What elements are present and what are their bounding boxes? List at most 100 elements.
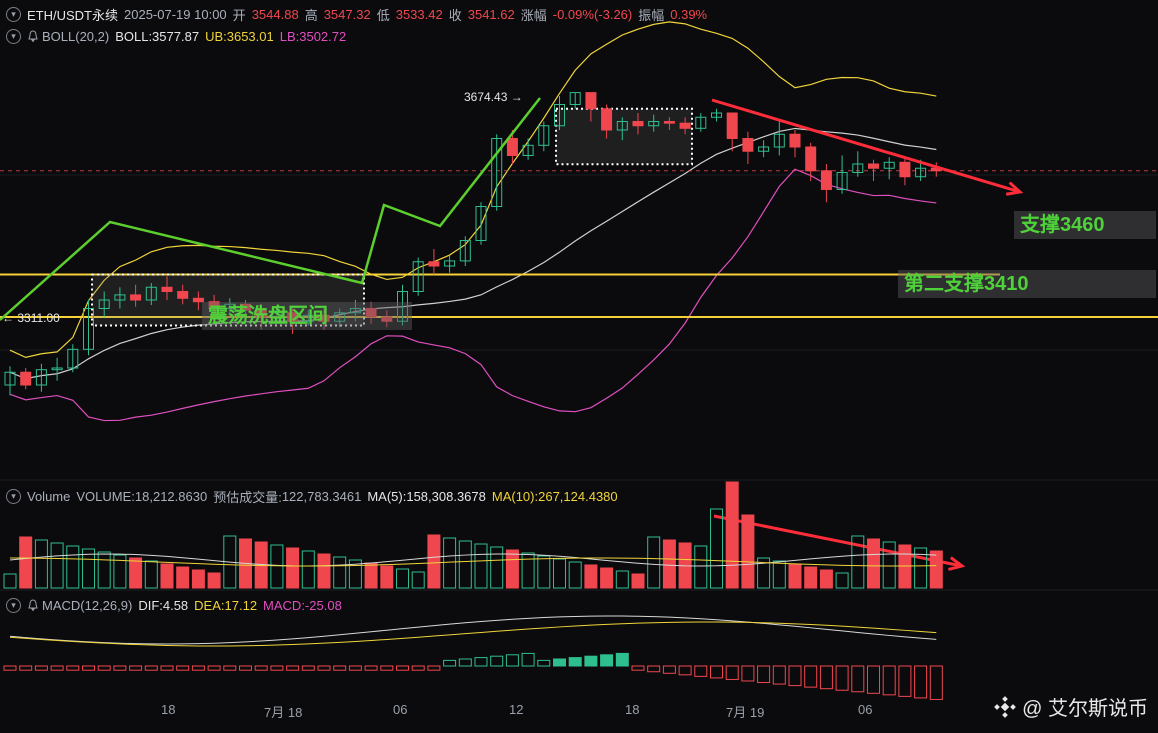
volume-ma10-line xyxy=(9,557,937,567)
support1-label: 支撑3460 xyxy=(1014,211,1156,239)
candle-body xyxy=(491,138,503,207)
volume-bar xyxy=(34,539,48,589)
candle-body xyxy=(459,240,471,262)
alert-bell-icon[interactable] xyxy=(27,30,39,42)
candle-body xyxy=(711,112,722,118)
chevron-down-icon[interactable]: ▾ xyxy=(6,488,21,504)
boll-ub-line xyxy=(9,21,937,359)
macd-bar xyxy=(113,665,127,671)
xaxis-tick: 12 xyxy=(509,702,524,717)
macd-bar xyxy=(537,659,551,667)
volume-bar xyxy=(757,557,771,589)
candle-body xyxy=(554,104,565,127)
macd-bar xyxy=(788,665,802,687)
volume-bar xyxy=(725,481,739,589)
price-down-arrow xyxy=(711,98,1021,194)
chevron-down-icon[interactable]: ▾ xyxy=(6,28,21,44)
candle-body xyxy=(663,121,675,124)
volume-bar xyxy=(160,563,174,589)
volume-bar xyxy=(286,547,300,589)
volume-bar xyxy=(144,560,158,589)
candle-body xyxy=(506,138,518,156)
low-value: 3533.42 xyxy=(395,6,443,22)
alert-bell-icon[interactable] xyxy=(27,599,39,611)
candle-body xyxy=(538,125,550,146)
volume-bar xyxy=(631,573,645,589)
volume-bar xyxy=(411,571,425,589)
trend-zigzag xyxy=(0,97,541,321)
volume-bar xyxy=(207,572,221,589)
macd-bar xyxy=(584,655,598,667)
macd-bar xyxy=(97,665,111,671)
volume-bar xyxy=(82,548,95,589)
macd-value: MACD:-25.08 xyxy=(263,597,342,613)
macd-bar xyxy=(631,665,645,671)
high-value: 3547.32 xyxy=(323,6,371,22)
candle-body xyxy=(789,133,801,148)
macd-bar xyxy=(819,665,833,690)
boll-lb-line xyxy=(9,168,937,422)
macd-bar xyxy=(270,665,284,671)
boll-indicator-label[interactable]: BOLL(20,2) xyxy=(42,28,110,44)
volume-bar xyxy=(505,549,519,589)
range-label: 震荡洗盘区间 xyxy=(202,302,412,330)
candle-body xyxy=(428,261,440,267)
macd-bar xyxy=(19,665,33,671)
macd-bar xyxy=(662,665,676,674)
macd-bar xyxy=(333,665,347,671)
low-label: 低 xyxy=(376,7,390,23)
macd-dea-line xyxy=(9,621,937,647)
low-price-text: 3311.00 xyxy=(17,311,60,325)
candle-body xyxy=(397,291,408,322)
symbol-label[interactable]: ETH/USDT永续 xyxy=(27,7,119,23)
low-price-tag: ← 3311.00 xyxy=(2,311,60,325)
volume-down-arrow-head xyxy=(948,556,966,571)
volume-bar xyxy=(301,550,315,589)
volume-bar xyxy=(474,543,488,589)
volume-bar xyxy=(129,557,143,589)
candle-body xyxy=(852,163,864,173)
candle-body xyxy=(585,92,597,110)
macd-bar xyxy=(3,665,17,671)
volume-bar xyxy=(364,562,378,589)
volume-value: VOLUME:18,212.8630 xyxy=(76,488,208,504)
volume-bar xyxy=(882,541,896,589)
price-down-arrow-head xyxy=(1005,181,1024,196)
macd-indicator-label[interactable]: MACD(12,26,9) xyxy=(42,597,133,613)
macd-bar xyxy=(929,665,943,700)
macd-bar xyxy=(380,665,394,671)
macd-bar xyxy=(757,665,771,684)
chevron-down-icon[interactable]: ▾ xyxy=(6,597,21,613)
candle-body xyxy=(820,170,832,191)
macd-bar xyxy=(207,665,221,671)
candle-body xyxy=(522,144,534,157)
candle-body xyxy=(177,291,189,299)
macd-bar xyxy=(882,665,896,696)
macd-bar xyxy=(772,665,786,685)
macd-bar xyxy=(458,658,472,667)
macd-bar xyxy=(804,665,818,688)
volume-bar xyxy=(647,536,661,589)
macd-bar xyxy=(191,665,205,671)
candle-body xyxy=(836,172,848,190)
volume-ma10-value: MA(10):267,124.4380 xyxy=(491,488,618,504)
volume-bar xyxy=(396,568,409,589)
candle-body xyxy=(67,348,79,369)
volume-bar xyxy=(176,566,190,589)
macd-bar xyxy=(443,659,457,667)
change-label: 涨幅 xyxy=(520,7,547,23)
volume-bar xyxy=(914,547,928,589)
macd-bar xyxy=(427,665,441,671)
candle-body xyxy=(349,308,361,314)
macd-bar xyxy=(50,665,64,671)
macd-bar xyxy=(364,665,378,671)
candle-body xyxy=(475,206,487,241)
close-label: 收 xyxy=(448,7,462,23)
chevron-down-icon[interactable]: ▾ xyxy=(6,6,21,22)
volume-bar xyxy=(710,508,723,589)
candle-body xyxy=(444,260,456,267)
xaxis-tick: 7月 18 xyxy=(264,705,303,720)
candle-body xyxy=(365,308,377,318)
volume-indicator-label[interactable]: Volume xyxy=(27,488,71,504)
volume-bar xyxy=(458,540,472,589)
